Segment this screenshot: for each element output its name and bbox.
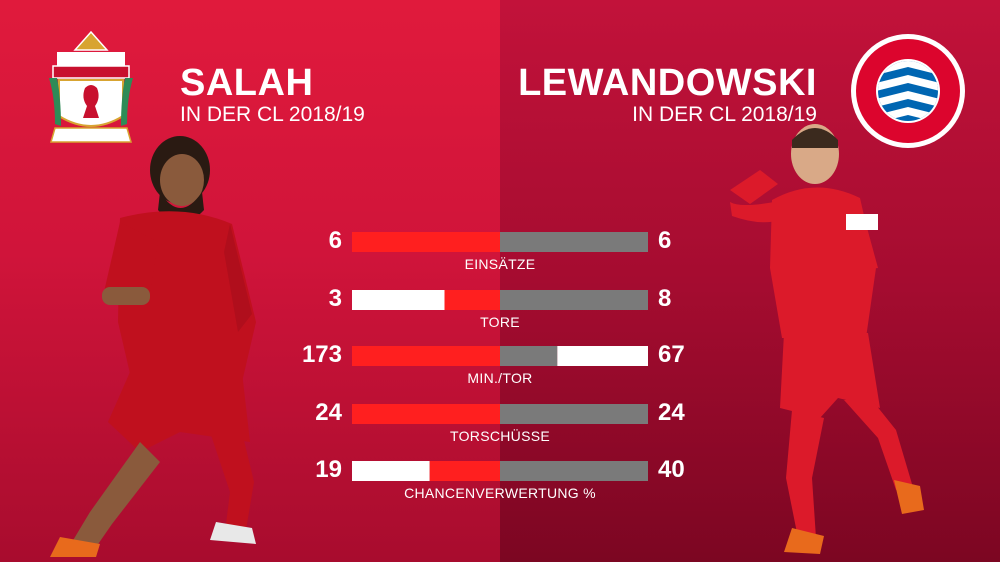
bar-track bbox=[352, 461, 648, 481]
left-bar bbox=[352, 346, 500, 366]
stat-category-label: MIN./TOR bbox=[467, 370, 533, 386]
stat-category-label: TORSCHÜSSE bbox=[450, 428, 550, 444]
stat-category-label: CHANCENVERWERTUNG % bbox=[404, 485, 596, 501]
right-bar bbox=[500, 461, 648, 481]
left-bar bbox=[429, 461, 500, 481]
left-value-label: 24 bbox=[315, 399, 342, 426]
right-value-label: 24 bbox=[658, 399, 685, 426]
right-player-photo bbox=[730, 124, 924, 554]
right-bar bbox=[500, 232, 648, 252]
right-bar bbox=[500, 346, 558, 366]
left-bar-remainder bbox=[352, 461, 430, 481]
right-value-label: 8 bbox=[658, 285, 672, 312]
bar-track bbox=[352, 346, 648, 366]
left-bar bbox=[444, 290, 500, 310]
bar-track bbox=[352, 290, 648, 310]
liverpool-crest-icon bbox=[49, 30, 133, 143]
bayern-crest-icon bbox=[851, 34, 965, 148]
left-bar-remainder bbox=[352, 290, 445, 310]
left-value-label: 173 bbox=[301, 341, 342, 368]
left-bar bbox=[352, 232, 500, 252]
right-player-name: LEWANDOWSKI bbox=[518, 62, 817, 104]
stat-category-label: TORE bbox=[480, 314, 520, 330]
left-player-photo bbox=[50, 136, 256, 557]
right-value-label: 67 bbox=[658, 341, 685, 368]
left-player-subtitle: IN DER CL 2018/19 bbox=[180, 103, 365, 126]
left-value-label: 19 bbox=[315, 456, 342, 483]
bar-track bbox=[352, 404, 648, 424]
stat-category-label: EINSÄTZE bbox=[464, 256, 536, 272]
left-bar bbox=[352, 404, 500, 424]
right-player-subtitle: IN DER CL 2018/19 bbox=[632, 103, 817, 126]
bar-track bbox=[352, 232, 648, 252]
left-player-name: SALAH bbox=[180, 62, 314, 104]
right-bar-remainder bbox=[557, 346, 648, 366]
right-bar bbox=[500, 404, 648, 424]
left-value-label: 3 bbox=[328, 285, 342, 312]
left-value-label: 6 bbox=[328, 227, 342, 254]
right-value-label: 40 bbox=[658, 456, 685, 483]
right-value-label: 6 bbox=[658, 227, 672, 254]
right-bar bbox=[500, 290, 648, 310]
